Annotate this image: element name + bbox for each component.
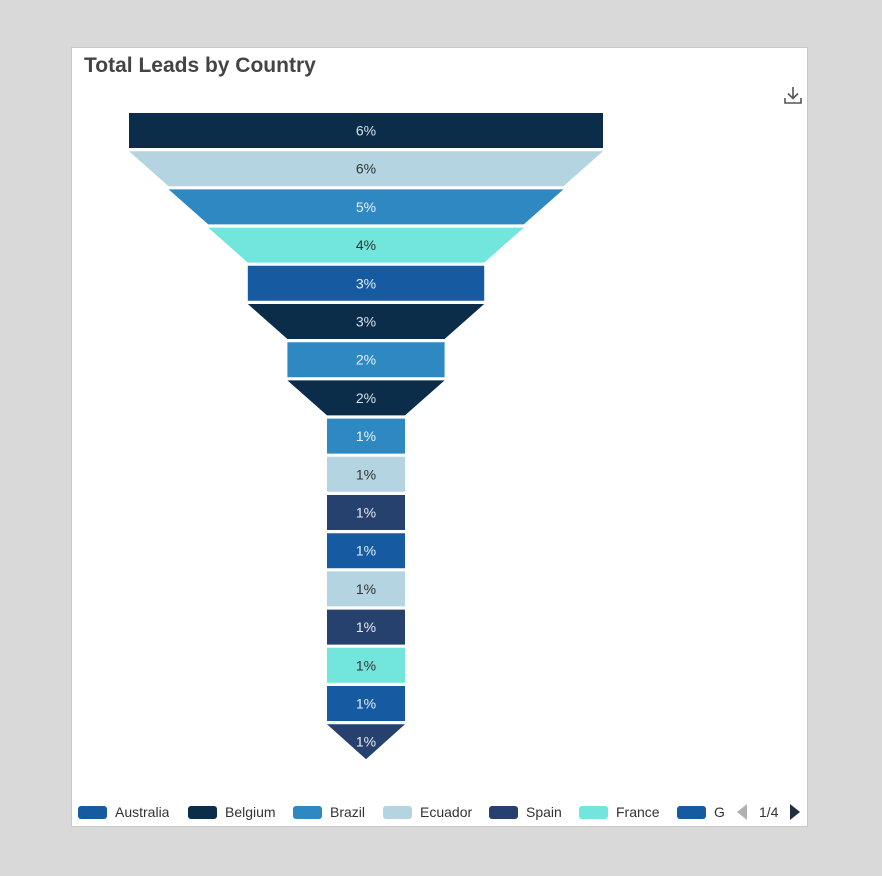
funnel-label-11: 1% — [356, 505, 376, 521]
legend-swatch — [489, 805, 518, 819]
pager-text: 1/4 — [759, 804, 779, 820]
legend-label: G — [714, 804, 725, 820]
funnel-segment-6[interactable] — [247, 304, 485, 339]
legend-swatch — [677, 805, 706, 819]
funnel-segment-9[interactable] — [327, 418, 405, 454]
funnel-segment-17[interactable] — [327, 724, 405, 760]
funnel-segment-10[interactable] — [327, 456, 405, 492]
legend-item-belgium[interactable]: Belgium — [188, 800, 276, 824]
legend-swatch — [579, 805, 608, 819]
funnel-label-3: 5% — [356, 199, 376, 215]
chart-title: Total Leads by Country — [84, 54, 316, 77]
pager-prev-icon[interactable] — [735, 802, 749, 822]
funnel-label-13: 1% — [356, 581, 376, 597]
legend-swatch — [78, 805, 107, 819]
legend-item-australia[interactable]: Australia — [78, 800, 169, 824]
legend-swatch — [188, 805, 217, 819]
chart-card: Total Leads by Country 6% 6% 5% 4% 3% 3% 2% 2% 1… — [71, 47, 808, 827]
legend-swatch — [293, 805, 322, 819]
pager-next-icon[interactable] — [788, 802, 802, 822]
legend-pager: 1/4 — [735, 800, 802, 824]
legend-label: Brazil — [330, 804, 366, 820]
funnel-label-17: 1% — [356, 734, 376, 750]
funnel-chart: 6% 6% 5% 4% 3% 3% 2% 2% 1% 1% 1% 1% 1% 1% 1% 1% 1% — [129, 113, 603, 760]
legend-item-brazil[interactable]: Brazil — [293, 800, 365, 824]
funnel-label-10: 1% — [356, 466, 376, 482]
funnel-segment-11[interactable] — [327, 495, 405, 530]
funnel-segment-13[interactable] — [327, 571, 405, 607]
funnel-segment-2[interactable] — [129, 151, 603, 187]
funnel-segment-14[interactable] — [327, 609, 405, 645]
funnel-label-6: 3% — [356, 314, 376, 330]
funnel-segment-16[interactable] — [327, 686, 405, 721]
legend-item-g[interactable]: G — [677, 800, 727, 824]
funnel-label-9: 1% — [356, 428, 376, 444]
funnel-segment-1[interactable] — [129, 113, 603, 148]
legend-label: Australia — [115, 804, 170, 820]
legend-item-ecuador[interactable]: Ecuador — [383, 800, 472, 824]
legend-swatch — [383, 805, 412, 819]
funnel-label-14: 1% — [356, 619, 376, 635]
funnel-label-12: 1% — [356, 543, 376, 559]
legend-item-spain[interactable]: Spain — [489, 800, 562, 824]
legend: Australia Belgium Brazil Ecuador Spain France… — [78, 800, 804, 824]
funnel-label-8: 2% — [356, 390, 376, 406]
legend-label: Spain — [526, 804, 562, 820]
funnel-label-2: 6% — [356, 161, 376, 177]
legend-item-france[interactable]: France — [579, 800, 660, 824]
funnel-segment-4[interactable] — [208, 227, 524, 263]
funnel-segment-7[interactable] — [287, 342, 445, 378]
funnel-segment-8[interactable] — [287, 380, 445, 416]
funnel-label-7: 2% — [356, 352, 376, 368]
download-icon[interactable] — [782, 84, 804, 106]
funnel-segment-5[interactable] — [247, 265, 485, 301]
funnel-label-15: 1% — [356, 657, 376, 673]
legend-label: Belgium — [225, 804, 276, 820]
funnel-segment-15[interactable] — [327, 647, 405, 683]
funnel-label-4: 4% — [356, 237, 376, 253]
legend-label: Ecuador — [420, 804, 473, 820]
funnel-label-1: 6% — [356, 123, 376, 139]
funnel-label-16: 1% — [356, 696, 376, 712]
funnel-segment-12[interactable] — [327, 533, 405, 569]
legend-label: France — [616, 804, 660, 820]
funnel-label-5: 3% — [356, 275, 376, 291]
funnel-segment-3[interactable] — [168, 189, 564, 225]
